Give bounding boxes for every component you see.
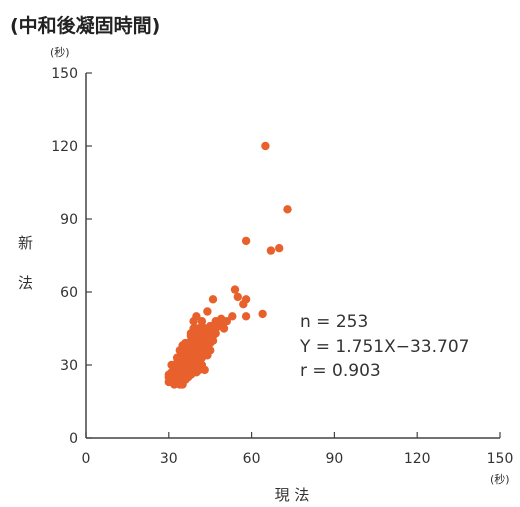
- data-point: [183, 368, 193, 377]
- stat-r: r = 0.903: [300, 361, 381, 381]
- y-tick-label: 90: [60, 212, 78, 228]
- data-point: [186, 329, 196, 338]
- x-tick-label: 90: [325, 451, 343, 467]
- data-point: [275, 244, 284, 253]
- data-point: [200, 365, 209, 375]
- data-point: [186, 336, 196, 345]
- data-point: [183, 355, 193, 365]
- stat-n: n = 253: [300, 312, 368, 332]
- data-point: [222, 317, 231, 326]
- x-tick-label: 0: [82, 451, 91, 467]
- y-tick-label: 150: [51, 66, 78, 82]
- data-point: [203, 307, 212, 316]
- y-axis-unit: (秒): [50, 45, 70, 59]
- data-point: [208, 295, 218, 304]
- x-tick-label: 30: [160, 451, 178, 467]
- x-axis-ticks: 0 30 60 90 120 150: [82, 432, 514, 467]
- data-point: [189, 317, 198, 326]
- y-tick-label: 30: [60, 358, 78, 374]
- data-point: [233, 292, 242, 302]
- data-point: [206, 346, 215, 355]
- data-point: [283, 205, 292, 214]
- y-tick-label: 60: [60, 285, 78, 301]
- data-point: [241, 312, 251, 321]
- chart-title: (中和後凝固時間): [10, 14, 160, 37]
- data-point: [192, 324, 201, 333]
- x-tick-label: 60: [243, 451, 261, 467]
- data-point: [211, 324, 220, 333]
- data-point: [178, 375, 187, 384]
- data-point: [261, 141, 270, 151]
- stat-regression: Y = 1.751X−33.707: [299, 337, 469, 357]
- data-point: [189, 351, 198, 360]
- data-point: [239, 300, 248, 309]
- y-axis-label-char-1: 新: [18, 234, 33, 252]
- x-axis-label: 現 法: [275, 486, 310, 504]
- data-point: [195, 336, 204, 345]
- data-point: [195, 360, 204, 370]
- x-axis-unit: (秒): [490, 472, 510, 486]
- data-point: [172, 368, 182, 377]
- data-point: [228, 312, 237, 321]
- data-point: [200, 329, 209, 338]
- data-point: [167, 375, 176, 384]
- y-tick-label: 0: [69, 431, 78, 447]
- y-tick-label: 120: [51, 139, 78, 155]
- data-point: [230, 285, 240, 294]
- data-point: [258, 309, 267, 319]
- data-point: [266, 246, 276, 255]
- data-point: [208, 336, 218, 345]
- y-axis-label-char-2: 法: [18, 274, 33, 292]
- x-tick-label: 150: [487, 451, 514, 467]
- x-tick-label: 120: [404, 451, 431, 467]
- data-point: [181, 343, 190, 353]
- data-points: [164, 141, 292, 389]
- y-axis-ticks: 0 30 60 90 120 150: [51, 66, 92, 447]
- data-point: [241, 236, 251, 246]
